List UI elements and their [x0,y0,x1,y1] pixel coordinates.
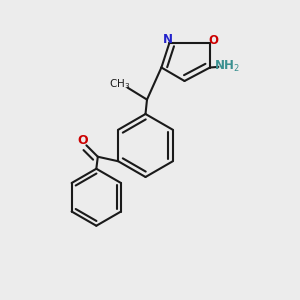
Text: NH$_2$: NH$_2$ [214,58,239,74]
Text: O: O [77,134,88,147]
Text: CH$_3$: CH$_3$ [110,78,130,92]
Text: O: O [208,34,219,47]
Text: N: N [163,33,173,46]
